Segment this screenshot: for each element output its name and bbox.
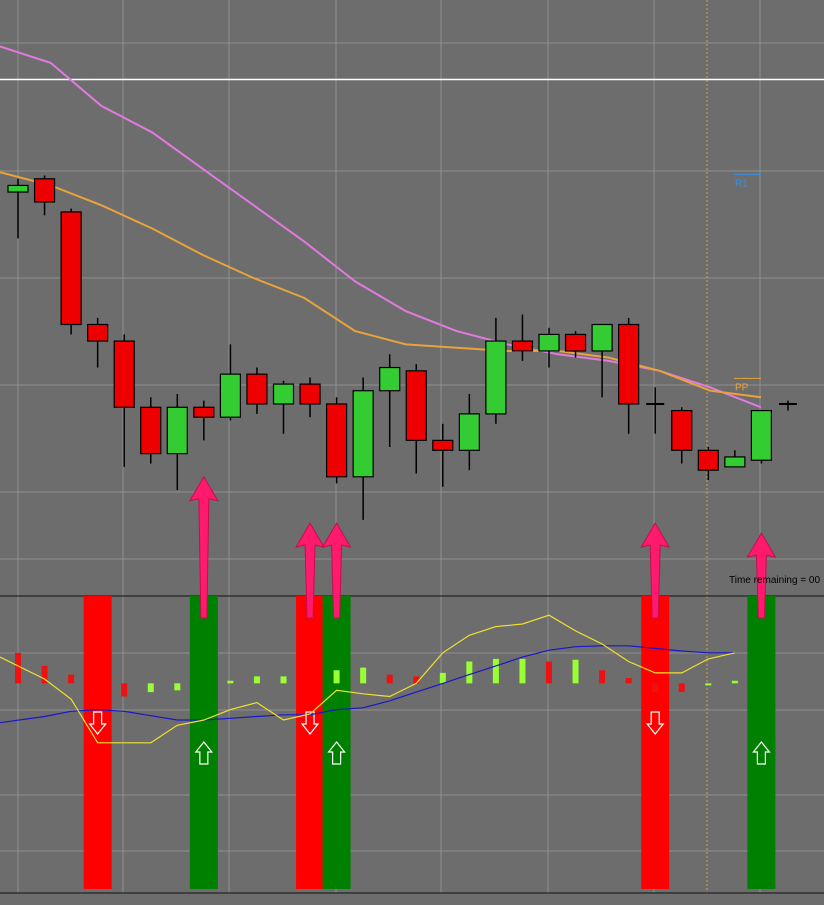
candle-body-0	[7, 184, 29, 193]
candle-body-9	[246, 373, 268, 405]
histogram-bar-12	[333, 670, 340, 684]
buy-signal-arrow-3	[640, 522, 671, 619]
level-label-0: R1	[735, 178, 748, 189]
histogram-bar-15	[413, 676, 420, 684]
histogram-bar-1	[41, 665, 48, 684]
histogram-bar-4	[121, 683, 128, 697]
histogram-bar-26	[705, 683, 712, 686]
signal-line	[0, 614, 736, 744]
candle-body-4	[113, 340, 135, 408]
buy-signal-arrow-4	[746, 532, 777, 619]
level-label-1: PP	[735, 382, 749, 393]
oscillator-panel	[0, 596, 776, 889]
candle-body-1	[33, 178, 56, 203]
candle-body-6	[166, 406, 188, 455]
histogram-bar-8	[227, 680, 234, 684]
time-remaining-label: Time remaining = 00	[729, 575, 820, 586]
histogram-bar-21	[572, 659, 579, 684]
candle-body-11	[299, 383, 321, 405]
candle-body-22	[591, 323, 613, 352]
histogram-bar-10	[280, 676, 287, 684]
histogram-bar-0	[15, 652, 21, 684]
candle-body-18	[485, 340, 507, 415]
band-arrow-down-4	[645, 711, 665, 735]
candle-body-28	[750, 409, 773, 461]
histogram-bar-6	[174, 683, 181, 691]
candle-body-12	[326, 403, 348, 478]
band-arrow-up-3	[327, 741, 346, 765]
band-arrow-up-5	[752, 741, 771, 765]
signal-band-2	[296, 596, 325, 889]
histogram-bar-23	[625, 678, 632, 684]
candle-body-13	[352, 390, 374, 478]
candle-body-25	[671, 409, 693, 451]
candle-body-10	[272, 383, 295, 405]
candle-body-26	[697, 449, 719, 471]
candle-body-16	[432, 439, 454, 451]
histogram-bar-24	[652, 683, 659, 693]
histogram-bar-14	[386, 674, 393, 684]
candle-body-20	[538, 333, 560, 352]
candle-body-14	[379, 366, 401, 392]
candle-body-5	[140, 406, 162, 455]
candles	[7, 175, 797, 520]
trend-line	[0, 645, 735, 724]
histogram-bar-18	[492, 658, 499, 684]
buy-signal-arrow-0	[188, 475, 219, 619]
histogram-bar-2	[68, 674, 75, 684]
candle-body-2	[60, 211, 82, 326]
candle-body-23	[618, 323, 640, 405]
candle-body-27	[724, 456, 746, 468]
band-arrow-down-0	[88, 711, 107, 735]
signal-band-4	[641, 596, 670, 889]
histogram-bar-22	[599, 670, 606, 684]
candle-body-17	[458, 413, 480, 451]
band-arrow-down-2	[300, 711, 320, 735]
candle-body-8	[219, 373, 241, 418]
histogram-bar-16	[439, 672, 446, 684]
histogram-bar-20	[546, 661, 552, 684]
candle-body-3	[87, 323, 109, 342]
histogram-bar-5	[147, 683, 154, 693]
histogram-bar-25	[678, 683, 685, 693]
histogram-bar-27	[731, 680, 738, 684]
histogram-bar-13	[360, 667, 367, 684]
candle-body-15	[405, 370, 427, 441]
histogram-bar-9	[253, 676, 260, 684]
buy-signal-arrow-2	[321, 522, 352, 619]
candle-body-21	[564, 333, 587, 352]
histogram-bar-19	[519, 658, 526, 684]
signal-arrows	[188, 475, 777, 619]
band-arrow-up-1	[194, 741, 214, 765]
histogram-bar-17	[466, 661, 473, 684]
candle-body-7	[193, 406, 215, 418]
candle-body-19	[511, 340, 534, 352]
